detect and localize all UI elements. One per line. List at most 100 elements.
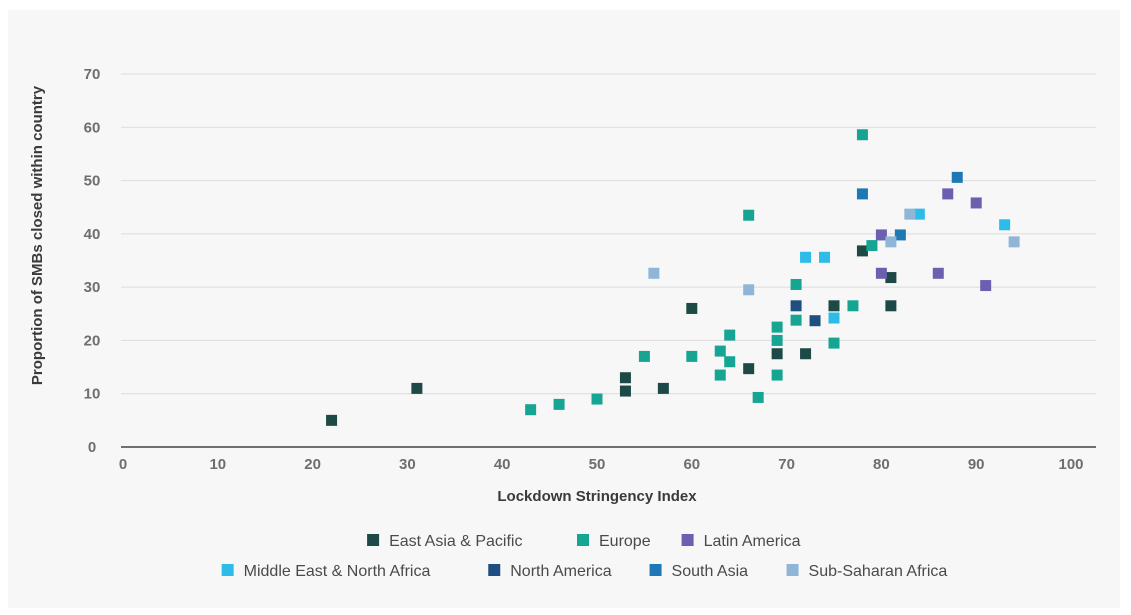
data-point (800, 348, 812, 360)
data-point (771, 369, 783, 381)
data-point (1008, 236, 1020, 248)
data-point (525, 404, 537, 416)
data-point (553, 398, 565, 410)
series-east-asia-pacific (326, 245, 897, 426)
data-point (326, 414, 338, 426)
data-point (771, 321, 783, 333)
data-point (714, 369, 726, 381)
x-tick-label: 70 (778, 456, 795, 473)
x-tick-label: 60 (683, 456, 700, 473)
y-tick-label: 20 (84, 332, 101, 349)
data-point (885, 272, 897, 284)
legend-swatch (577, 534, 589, 546)
data-point (885, 236, 897, 248)
series-north-america (790, 300, 821, 327)
data-point (828, 312, 840, 324)
data-point (980, 280, 992, 292)
data-point (743, 284, 755, 296)
legend-label: North America (510, 563, 611, 580)
x-tick-label: 10 (209, 456, 226, 473)
data-point (819, 251, 831, 263)
legend-label: South Asia (672, 563, 749, 580)
data-point (885, 300, 897, 312)
x-tick-label: 0 (119, 456, 127, 473)
data-point (771, 334, 783, 346)
legend: East Asia & Pacific Europe Latin America Mi… (221, 533, 948, 580)
data-point (743, 363, 755, 375)
data-point (951, 171, 963, 183)
y-tick-label: 60 (84, 119, 101, 136)
data-point (752, 391, 764, 403)
legend-label: Latin America (704, 533, 801, 550)
data-points (326, 129, 1020, 426)
legend-item: North America (488, 563, 612, 580)
data-point (866, 240, 878, 252)
x-tick-label: 100 (1058, 456, 1083, 473)
series-middle-east-north-africa (800, 208, 1011, 324)
gridlines (121, 73, 1096, 395)
legend-swatch (221, 564, 234, 576)
data-point (724, 356, 736, 368)
data-point (999, 219, 1011, 231)
data-point (942, 188, 954, 200)
legend-label: Europe (599, 533, 651, 550)
data-point (411, 382, 423, 394)
data-point (875, 229, 887, 241)
data-point (847, 300, 859, 312)
data-point (913, 208, 925, 220)
y-tick-label: 0 (88, 439, 96, 456)
legend-item: Middle East & North Africa (221, 563, 431, 580)
scatter-chart: 0 10 20 30 40 50 60 70 0 10 20 30 40 50 60 70 80 90 100 L… (29, 66, 1096, 580)
y-tick-label: 50 (84, 173, 101, 190)
data-point (894, 229, 906, 241)
data-point (790, 314, 802, 326)
data-point (856, 129, 868, 141)
y-axis-title: Proportion of SMBs closed within country (29, 85, 46, 385)
data-point (657, 382, 669, 394)
data-point (771, 348, 783, 360)
chart-container: 0 10 20 30 40 50 60 70 0 10 20 30 40 50 60 70 80 90 100 L… (8, 10, 1120, 608)
data-point (800, 251, 812, 263)
x-tick-label: 20 (304, 456, 321, 473)
data-point (828, 337, 840, 349)
data-point (790, 300, 802, 312)
data-point (648, 267, 660, 279)
x-axis-title: Lockdown Stringency Index (497, 488, 697, 505)
legend-item: Sub-Saharan Africa (786, 563, 948, 580)
data-point (714, 345, 726, 357)
legend-swatch (681, 534, 694, 546)
x-tick-label: 40 (494, 456, 511, 473)
legend-item: East Asia & Pacific (367, 533, 522, 550)
data-point (970, 197, 982, 209)
legend-label: East Asia & Pacific (389, 533, 522, 550)
legend-item: Europe (577, 533, 651, 550)
data-point (828, 300, 840, 312)
x-tick-label: 80 (873, 456, 890, 473)
data-point (724, 329, 736, 341)
y-tick-label: 10 (84, 386, 101, 403)
legend-swatch (649, 564, 662, 576)
data-point (638, 350, 650, 362)
data-point (686, 350, 698, 362)
legend-item: Latin America (681, 533, 801, 550)
data-point (904, 208, 916, 220)
data-point (619, 385, 631, 397)
series-south-asia (856, 171, 963, 241)
data-point (619, 372, 631, 384)
x-tick-label: 30 (399, 456, 416, 473)
data-point (932, 267, 944, 279)
data-point (790, 278, 802, 290)
data-point (591, 393, 603, 405)
legend-label: Middle East & North Africa (244, 563, 431, 580)
legend-swatch (367, 534, 380, 546)
legend-label: Sub-Saharan Africa (809, 563, 948, 580)
series-europe (525, 129, 878, 416)
data-point (875, 267, 887, 279)
x-axis-ticks: 0 10 20 30 40 50 60 70 80 90 100 (119, 456, 1084, 473)
data-point (809, 315, 821, 327)
x-tick-label: 50 (589, 456, 606, 473)
data-point (856, 188, 868, 200)
data-point (743, 209, 755, 221)
y-tick-label: 70 (84, 66, 101, 83)
series-sub-saharan-africa (648, 208, 1020, 296)
